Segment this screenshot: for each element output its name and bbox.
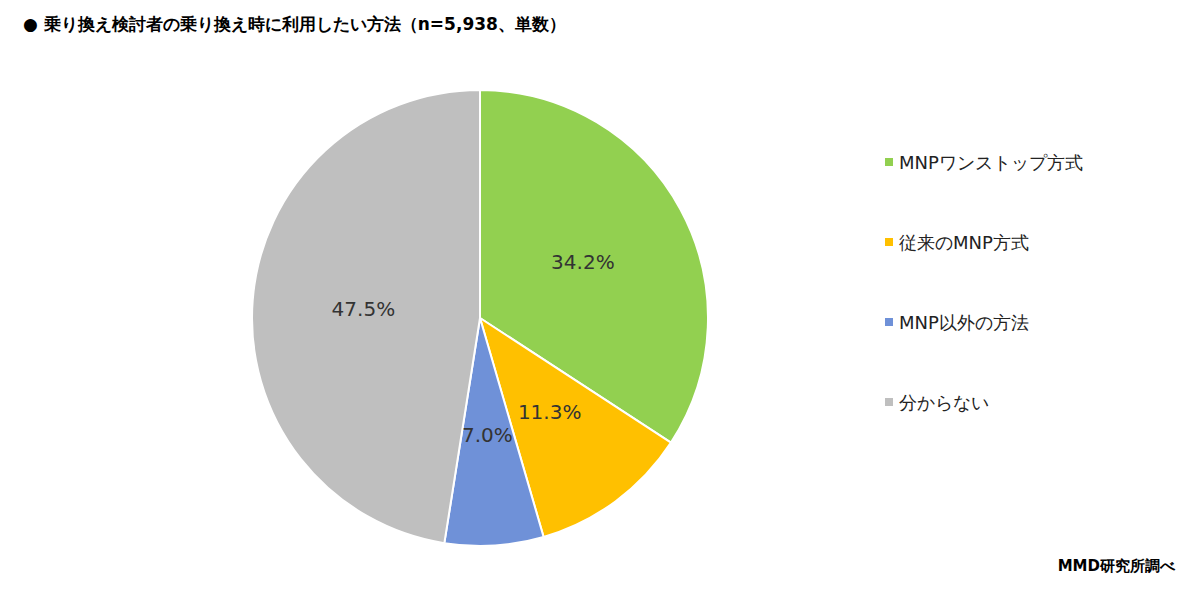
svg-text:MMD研究所調べ: MMD研究所調べ	[1058, 557, 1176, 575]
svg-text:分からない: 分からない	[899, 392, 989, 413]
svg-text:MNPワンストップ方式: MNPワンストップ方式	[899, 152, 1083, 173]
svg-text:11.3%: 11.3%	[518, 400, 582, 424]
svg-text:7.0%: 7.0%	[462, 423, 513, 447]
svg-text:● 乗り換え検討者の乗り換え時に利用したい方法（n=5,93: ● 乗り換え検討者の乗り換え時に利用したい方法（n=5,938、単数）	[23, 14, 566, 34]
svg-text:34.2%: 34.2%	[551, 250, 615, 274]
svg-text:MNP以外の方法: MNP以外の方法	[899, 312, 1029, 333]
svg-text:47.5%: 47.5%	[332, 297, 396, 321]
svg-text:従来のMNP方式: 従来のMNP方式	[899, 232, 1029, 253]
